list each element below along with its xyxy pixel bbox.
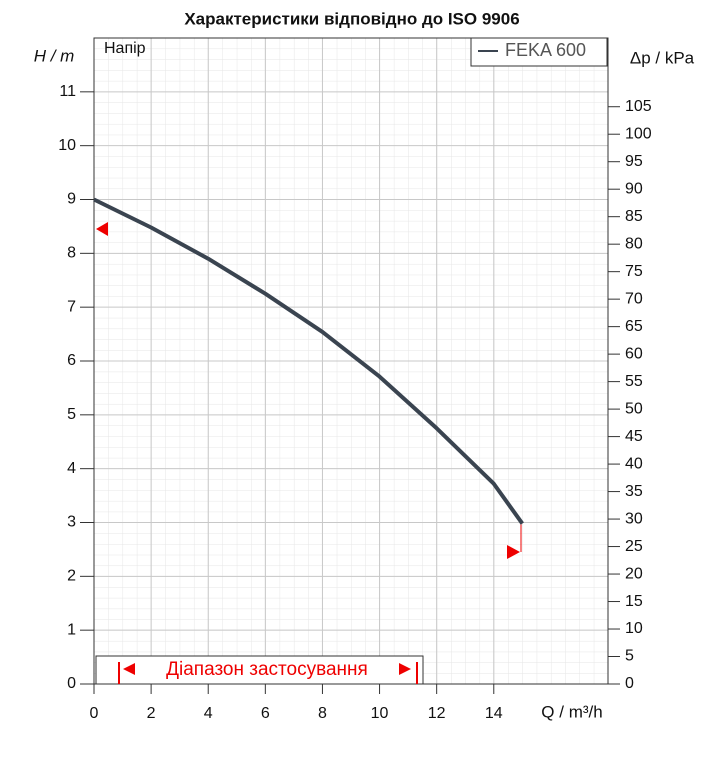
y2-tick-label: 45	[625, 428, 643, 445]
y2-tick-label: 50	[625, 400, 643, 417]
range-arrow-right	[399, 663, 411, 675]
y2-tick-label: 95	[625, 153, 643, 170]
x-tick-label: 4	[204, 705, 213, 722]
y2-tick-label: 20	[625, 565, 643, 582]
chart-title: Характеристики відповідно до ISO 9906	[184, 9, 519, 28]
grid	[93, 38, 608, 685]
range-arrow-left	[123, 663, 135, 675]
series-line	[93, 197, 524, 525]
x-tick-label: 8	[318, 705, 327, 722]
y2-tick-label: 80	[625, 235, 643, 252]
y2-tick-label: 35	[625, 483, 643, 500]
y2-tick-label: 55	[625, 373, 643, 390]
x-tick-label: 2	[147, 705, 156, 722]
range-marker-right	[507, 545, 520, 559]
legend-label: FEKA 600	[505, 40, 586, 60]
y2-tick-label: 25	[625, 538, 643, 555]
y-tick-label: 4	[67, 460, 76, 477]
y2-tick-label: 90	[625, 180, 643, 197]
y-tick-label: 10	[58, 137, 76, 154]
x-tick-label: 12	[428, 705, 446, 722]
y-tick-label: 1	[67, 621, 76, 638]
y2-tick-label: 60	[625, 345, 643, 362]
y2-tick-label: 30	[625, 510, 643, 527]
y-tick-label: 8	[67, 245, 76, 262]
y-tick-label: 5	[67, 406, 76, 423]
y2-axis-label: Δp / kPa	[630, 48, 695, 67]
y-tick-label: 7	[67, 298, 76, 315]
y2-tick-label: 65	[625, 318, 643, 335]
range-marker-left	[96, 222, 108, 236]
x-tick-label: 0	[90, 705, 99, 722]
y2-tick-label: 15	[625, 593, 643, 610]
y2-tick-label: 75	[625, 263, 643, 280]
y2-tick-label: 10	[625, 620, 643, 637]
y2-tick-label: 40	[625, 455, 643, 472]
y-tick-label: 0	[67, 675, 76, 692]
y2-tick-label: 70	[625, 290, 643, 307]
y2-tick-label: 100	[625, 125, 652, 142]
x-tick-label: 6	[261, 705, 270, 722]
y-tick-label: 11	[59, 83, 76, 100]
x-tick-label: 10	[371, 705, 389, 722]
y-tick-label: 2	[67, 568, 76, 585]
annotation: Напір	[104, 40, 146, 57]
y2-tick-label: 0	[625, 675, 634, 692]
x-tick-label: 14	[485, 705, 503, 722]
y-tick-label: 3	[67, 514, 76, 531]
y-tick-label: 9	[67, 191, 76, 208]
range-label: Діапазон застосування	[166, 659, 368, 680]
y-tick-label: 6	[67, 352, 76, 369]
range-box	[95, 655, 424, 685]
y-axis-label: H / m	[34, 46, 75, 65]
y2-tick-label: 5	[625, 648, 634, 665]
y2-tick-label: 105	[625, 98, 652, 115]
y2-tick-label: 85	[625, 208, 643, 225]
x-axis-label: Q / m³/h	[541, 702, 602, 721]
